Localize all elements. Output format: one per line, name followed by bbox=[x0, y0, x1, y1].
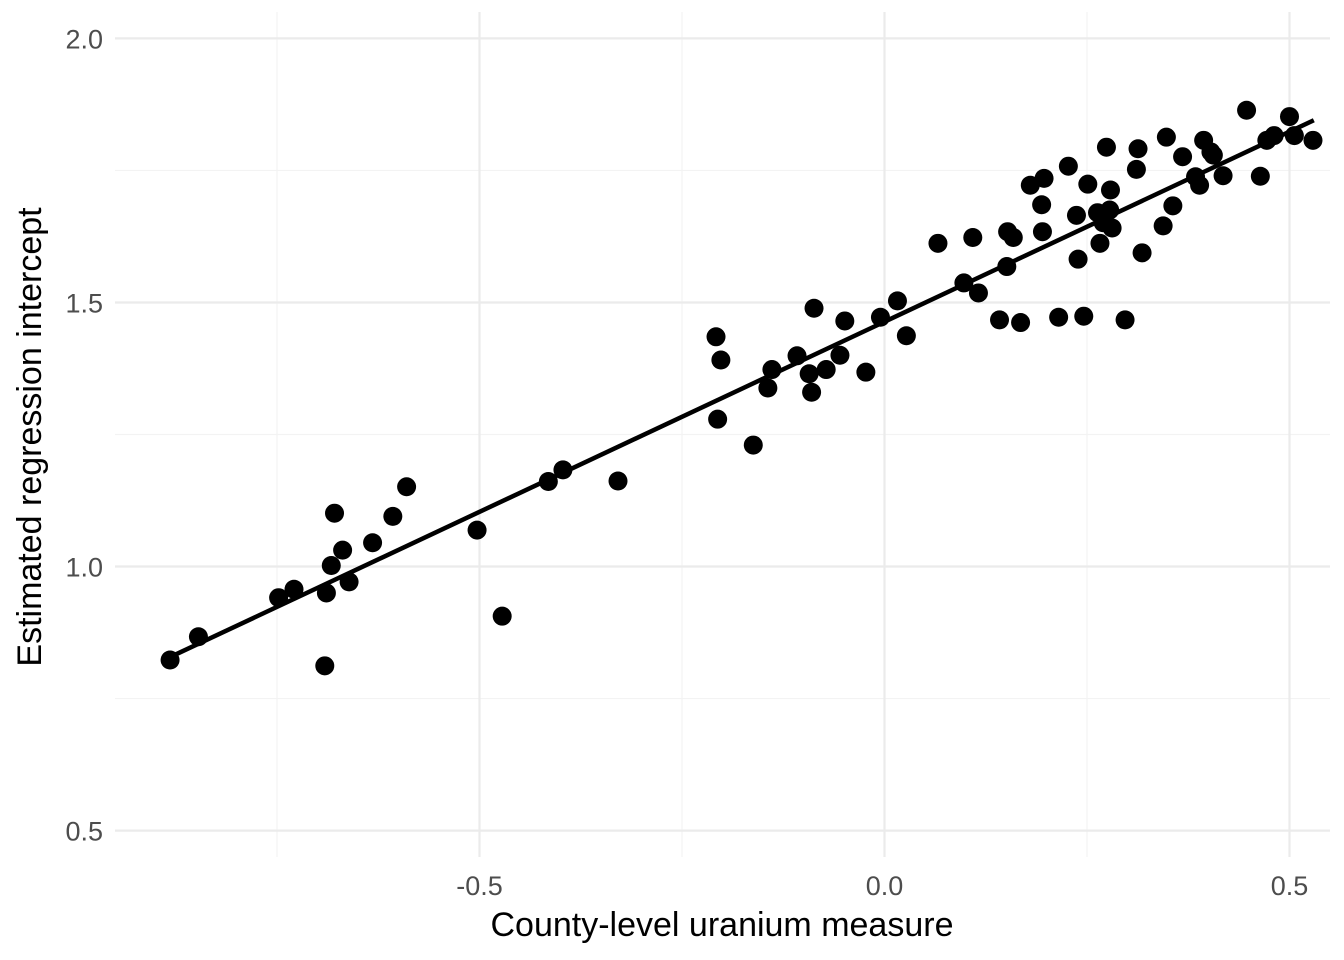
data-point bbox=[1096, 137, 1116, 157]
data-point bbox=[896, 326, 916, 346]
data-point bbox=[802, 382, 822, 402]
data-point bbox=[1074, 306, 1094, 326]
y-axis-tick-labels: 0.5 1.0 1.5 2.0 bbox=[65, 24, 103, 846]
data-point bbox=[397, 477, 417, 497]
data-point bbox=[887, 291, 907, 311]
data-point bbox=[968, 283, 988, 303]
data-point bbox=[835, 311, 855, 331]
data-point bbox=[1090, 233, 1110, 253]
data-point bbox=[315, 656, 335, 676]
data-point bbox=[269, 588, 289, 608]
data-point bbox=[1153, 216, 1173, 236]
data-point bbox=[1078, 174, 1098, 194]
data-point bbox=[799, 364, 819, 384]
data-point bbox=[1237, 100, 1257, 120]
data-point bbox=[1173, 147, 1193, 167]
x-tick-label: 0.5 bbox=[1271, 871, 1309, 901]
data-point bbox=[816, 360, 836, 380]
data-point bbox=[1100, 180, 1120, 200]
data-point bbox=[608, 471, 628, 491]
data-point bbox=[1100, 200, 1120, 220]
data-point bbox=[333, 540, 353, 560]
data-point bbox=[492, 606, 512, 626]
regression-line-layer bbox=[170, 118, 1315, 659]
data-point bbox=[1126, 159, 1146, 179]
data-point bbox=[1250, 166, 1270, 186]
data-point bbox=[1303, 130, 1323, 150]
data-point bbox=[787, 346, 807, 366]
data-point bbox=[708, 409, 728, 429]
x-axis-title: County-level uranium measure bbox=[491, 906, 954, 944]
data-point bbox=[321, 555, 341, 575]
data-point bbox=[538, 472, 558, 492]
data-point bbox=[830, 345, 850, 365]
data-point bbox=[1068, 249, 1088, 269]
x-tick-label: 0.0 bbox=[866, 871, 904, 901]
x-axis-tick-labels: -0.5 0.0 0.5 bbox=[456, 871, 1308, 901]
y-tick-label: 2.0 bbox=[65, 24, 103, 54]
data-point bbox=[316, 583, 336, 603]
data-point bbox=[325, 503, 345, 523]
y-axis-title: Estimated regression intercept bbox=[11, 207, 49, 667]
major-gridlines bbox=[115, 12, 1330, 857]
data-point bbox=[1032, 195, 1052, 215]
data-point bbox=[1264, 126, 1284, 146]
data-point bbox=[1115, 310, 1135, 330]
data-point bbox=[1003, 228, 1023, 248]
data-point bbox=[284, 579, 304, 599]
y-tick-label: 1.5 bbox=[65, 288, 103, 318]
regression-line bbox=[170, 118, 1315, 659]
data-point bbox=[1049, 307, 1069, 327]
data-point bbox=[1284, 126, 1304, 146]
data-point bbox=[711, 350, 731, 370]
data-point bbox=[1128, 139, 1148, 159]
data-point bbox=[954, 273, 974, 293]
data-point bbox=[1034, 168, 1054, 188]
data-point bbox=[363, 533, 383, 553]
data-point bbox=[762, 360, 782, 380]
data-point bbox=[758, 378, 778, 398]
data-point bbox=[804, 298, 824, 318]
data-point bbox=[1280, 107, 1299, 127]
data-point bbox=[1163, 196, 1183, 216]
data-point bbox=[1190, 175, 1210, 195]
data-point bbox=[963, 228, 983, 248]
data-point bbox=[383, 506, 403, 526]
data-point bbox=[188, 627, 208, 647]
data-point bbox=[1011, 313, 1031, 333]
data-point bbox=[856, 362, 876, 382]
data-point bbox=[1102, 218, 1122, 238]
data-point bbox=[339, 572, 359, 592]
y-tick-label: 0.5 bbox=[65, 817, 103, 847]
data-point bbox=[928, 233, 948, 253]
data-point bbox=[1203, 145, 1223, 165]
data-point bbox=[743, 435, 763, 455]
data-points bbox=[160, 100, 1323, 676]
data-point bbox=[997, 257, 1017, 277]
data-point bbox=[467, 520, 487, 540]
data-point bbox=[160, 650, 180, 670]
data-point bbox=[1156, 127, 1176, 147]
data-point bbox=[706, 327, 726, 347]
y-tick-label: 1.0 bbox=[65, 553, 103, 583]
data-point bbox=[553, 460, 573, 480]
data-point bbox=[1132, 243, 1152, 263]
data-point bbox=[1066, 205, 1086, 225]
data-point bbox=[990, 310, 1010, 330]
minor-gridlines bbox=[115, 12, 1330, 857]
data-point bbox=[1213, 166, 1233, 186]
x-tick-label: -0.5 bbox=[456, 871, 503, 901]
data-point bbox=[870, 307, 890, 327]
data-point bbox=[1032, 222, 1052, 242]
data-point bbox=[1058, 156, 1078, 176]
